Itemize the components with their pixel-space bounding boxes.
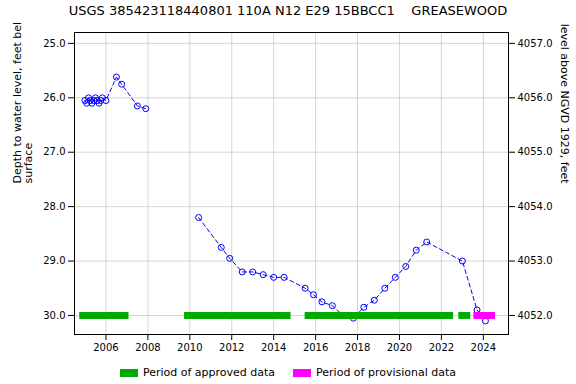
svg-text:25.0: 25.0	[43, 38, 65, 49]
svg-text:2022: 2022	[429, 342, 454, 353]
svg-text:4052.0: 4052.0	[518, 310, 553, 321]
svg-text:4053.0: 4053.0	[518, 255, 553, 266]
svg-text:2006: 2006	[93, 342, 118, 353]
html-text:Period of provisional data: Period of provisional data	[316, 365, 457, 379]
svg-text:2010: 2010	[177, 342, 202, 353]
svg-text:4057.0: 4057.0	[518, 38, 553, 49]
svg-text:2018: 2018	[345, 342, 370, 353]
svg-text:26.0: 26.0	[43, 92, 65, 103]
svg-text:29.0: 29.0	[43, 255, 65, 266]
svg-text:Depth to water level, feet bel: Depth to water level, feet below landsur…	[11, 22, 35, 184]
svg-text:2008: 2008	[135, 342, 160, 353]
svg-text:2020: 2020	[387, 342, 412, 353]
html-text:USGS 385423118440801 110A N12: USGS 385423118440801 110A N12 E29 15BBCC…	[68, 3, 508, 18]
svg-text:28.0: 28.0	[43, 201, 65, 212]
svg-text:30.0: 30.0	[43, 310, 65, 321]
svg-text:2014: 2014	[261, 342, 286, 353]
svg-text:4055.0: 4055.0	[518, 146, 553, 157]
svg-text:2012: 2012	[219, 342, 244, 353]
svg-text:2016: 2016	[303, 342, 328, 353]
svg-text:27.0: 27.0	[43, 146, 65, 157]
html-text:Period of approved data: Period of approved data	[142, 365, 276, 379]
svg-text:Groundwater level above NGVD 1: Groundwater level above NGVD 1929, feet	[558, 22, 571, 184]
svg-text:2024: 2024	[471, 342, 496, 353]
svg-text:4056.0: 4056.0	[518, 92, 553, 103]
svg-text:4054.0: 4054.0	[518, 201, 553, 212]
